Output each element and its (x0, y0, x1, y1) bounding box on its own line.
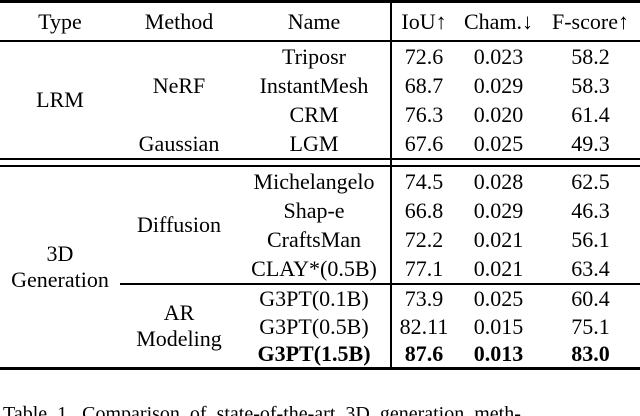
table-row: Gaussian LGM 67.6 0.025 49.3 (0, 129, 640, 158)
cell-iou: 67.6 (390, 129, 456, 158)
table-row: CLAY*(0.5B) 77.1 0.021 63.4 (0, 254, 640, 283)
cell-name: Shap-e (283, 197, 345, 223)
cell-name: Triposr (282, 43, 346, 69)
cell-name: LGM (289, 130, 339, 156)
cell-iou: 77.1 (390, 254, 456, 283)
cell-name: G3PT(1.5B) (238, 341, 390, 370)
table-row-best: G3PT(1.5B) 87.6 0.013 83.0 (0, 341, 640, 370)
cell-fscore: 56.1 (571, 226, 610, 252)
cell-chamfer: 0.013 (456, 341, 541, 370)
col-header-name: Name (238, 3, 390, 42)
cell-chamfer: 0.028 (473, 168, 524, 194)
method-label-diffusion: Diffusion (137, 212, 221, 237)
type-label-3d-generation: 3D Generation (0, 167, 120, 370)
cell-fscore: 63.4 (571, 255, 610, 281)
cell-fscore: 62.5 (571, 168, 610, 194)
cell-iou: 74.5 (390, 167, 456, 196)
header-row: Type Method Name IoU↑ Cham.↓ F-score↑ (0, 3, 640, 42)
type-label-line1: 3D (46, 241, 74, 266)
col-header-type: Type (0, 3, 120, 42)
cell-chamfer: 0.029 (473, 72, 524, 98)
cell-iou: 73.9 (390, 283, 456, 312)
type-label-line2: Generation (11, 267, 109, 292)
cell-iou: 72.2 (390, 225, 456, 254)
cell-name: Michelangelo (253, 168, 375, 194)
method-label-line2: Modeling (136, 326, 222, 351)
cell-iou: 87.6 (390, 341, 456, 370)
table-row: InstantMesh 68.7 0.029 58.3 (0, 71, 640, 100)
cell-chamfer: 0.020 (473, 101, 524, 127)
col-header-iou: IoU↑ (390, 3, 456, 42)
cell-name: CraftsMan (266, 226, 362, 252)
col-header-chamfer: Cham.↓ (456, 3, 541, 42)
cell-fscore: 83.0 (541, 341, 640, 370)
method-label-nerf: NeRF (152, 72, 206, 98)
table-row: AR Modeling G3PT(0.1B) 73.9 0.025 60.4 (0, 283, 640, 370)
cell-chamfer: 0.025 (473, 130, 524, 156)
method-label-ar-modeling: AR Modeling (120, 283, 238, 370)
cell-iou: 72.6 (390, 42, 456, 71)
table-row: Shap-e 66.8 0.029 46.3 (0, 196, 640, 225)
cell-fscore: 49.3 (571, 130, 610, 156)
section-divider-rule (0, 158, 640, 167)
table-row: LRM NeRF Triposr 72.6 0.023 58.2 (0, 42, 640, 112)
cell-fscore: 60.4 (541, 283, 640, 312)
method-label-gaussian: Gaussian (138, 130, 220, 156)
cell-chamfer: 0.015 (473, 313, 524, 339)
cell-chamfer: 0.021 (473, 226, 524, 252)
cell-fscore: 75.1 (571, 313, 610, 339)
cell-chamfer: 0.029 (473, 197, 524, 223)
col-header-fscore: F-score↑ (541, 3, 640, 42)
cell-fscore: 58.3 (571, 72, 610, 98)
comparison-table: Type Method Name IoU↑ Cham.↓ F-score↑ LR… (0, 0, 640, 370)
cell-name: G3PT(0.1B) (238, 283, 390, 312)
cell-name: G3PT(0.5B) (259, 313, 369, 339)
cell-fscore: 61.4 (571, 101, 610, 127)
cell-name: InstantMesh (259, 72, 369, 98)
table-row: 3D Generation Diffusion Michelangelo 74.… (0, 167, 640, 370)
cell-chamfer: 0.025 (456, 283, 541, 312)
type-label-lrm: LRM (36, 87, 84, 112)
table-row: CRM 76.3 0.020 61.4 (0, 100, 640, 129)
cell-iou: 66.8 (390, 196, 456, 225)
cell-iou: 76.3 (390, 100, 456, 129)
cell-name: CRM (289, 101, 339, 127)
cell-fscore: 46.3 (571, 197, 610, 223)
col-header-method: Method (120, 3, 238, 42)
cell-chamfer: 0.023 (473, 43, 524, 69)
table-row: G3PT(0.5B) 82.11 0.015 75.1 (0, 312, 640, 341)
table-caption: Table 1. Comparison of state-of-the-art … (3, 403, 521, 416)
cell-iou: 68.7 (390, 71, 456, 100)
cell-fscore: 58.2 (571, 43, 610, 69)
cell-chamfer: 0.021 (473, 255, 524, 281)
cell-iou: 82.11 (390, 312, 456, 341)
table-row: CraftsMan 72.2 0.021 56.1 (0, 225, 640, 254)
method-label-line1: AR (163, 300, 195, 325)
cell-name: CLAY*(0.5B) (251, 255, 377, 281)
